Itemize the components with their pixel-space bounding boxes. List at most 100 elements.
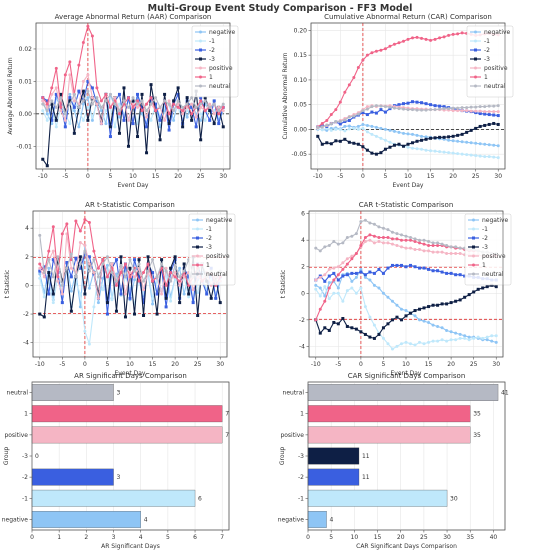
data-point <box>199 112 203 116</box>
data-point <box>38 233 42 237</box>
data-point <box>203 99 207 103</box>
legend-marker <box>196 272 199 276</box>
data-point <box>59 96 63 100</box>
legend-box <box>464 213 512 286</box>
data-point <box>69 252 73 256</box>
data-point <box>122 118 126 122</box>
legend-marker <box>196 245 199 249</box>
data-point <box>424 148 428 152</box>
data-point <box>431 303 435 307</box>
data-point <box>395 263 399 267</box>
data-point <box>208 118 212 122</box>
data-point <box>483 155 487 159</box>
data-point <box>187 275 191 279</box>
data-point <box>87 255 91 259</box>
data-point <box>370 105 374 109</box>
data-point <box>145 109 149 113</box>
data-point <box>420 101 424 105</box>
data-point <box>155 292 159 296</box>
data-point <box>117 109 121 113</box>
x-tick-label: 0 <box>30 534 34 541</box>
data-point <box>320 121 324 125</box>
data-point <box>101 276 105 280</box>
data-point <box>451 134 455 138</box>
data-point <box>413 237 417 241</box>
data-point <box>420 147 424 151</box>
legend-box <box>188 213 236 286</box>
data-point <box>474 109 478 113</box>
data-point <box>334 108 338 112</box>
data-point <box>117 112 121 116</box>
bar--2 <box>307 468 360 486</box>
panel-art: AR t-Statistic Comparison-10 -5 0 5 10 15 20 25… <box>4 201 236 377</box>
data-point <box>447 138 451 142</box>
bar-value-label: 4 <box>330 516 334 523</box>
data-point <box>492 110 496 114</box>
data-point <box>123 292 127 296</box>
data-point <box>427 320 431 324</box>
data-point <box>361 111 365 115</box>
data-point <box>350 279 354 283</box>
data-point <box>377 236 381 240</box>
data-point <box>359 286 363 290</box>
data-point <box>42 271 46 275</box>
data-point <box>110 262 114 266</box>
data-point <box>341 274 345 278</box>
data-point <box>95 86 99 90</box>
x-tick-label: 10 <box>129 173 137 180</box>
data-point <box>68 102 72 106</box>
data-point <box>221 109 225 113</box>
data-point <box>113 125 117 129</box>
data-point <box>474 154 478 158</box>
data-point <box>431 250 435 254</box>
data-point <box>83 218 87 222</box>
data-point <box>392 129 396 133</box>
data-point <box>460 109 464 113</box>
data-point <box>420 134 424 138</box>
data-point <box>436 244 440 248</box>
data-point <box>352 126 356 130</box>
data-point <box>217 105 221 109</box>
data-point <box>182 269 186 273</box>
y-tick-label: neutral <box>283 390 305 397</box>
data-point <box>336 242 340 246</box>
data-point <box>386 241 390 245</box>
data-point <box>418 340 422 344</box>
data-point <box>431 339 435 343</box>
x-tick-label: 5 <box>329 534 333 541</box>
y-tick-label: 0.15 <box>294 52 308 59</box>
data-point <box>194 105 198 109</box>
data-point <box>90 86 94 90</box>
data-point <box>454 273 458 277</box>
data-point <box>327 328 331 332</box>
data-point <box>454 331 458 335</box>
data-point <box>54 125 58 129</box>
data-point <box>163 99 167 103</box>
data-point <box>42 315 46 319</box>
data-point <box>365 53 369 57</box>
data-point <box>478 142 482 146</box>
data-point <box>203 96 207 100</box>
data-point <box>131 99 135 103</box>
data-point <box>370 124 374 128</box>
data-point <box>169 299 173 303</box>
data-point <box>481 286 485 290</box>
data-point <box>320 142 324 146</box>
series--3 <box>314 283 498 340</box>
data-point <box>460 31 464 35</box>
legend-marker <box>474 30 477 34</box>
data-point <box>350 234 354 238</box>
data-point <box>172 99 176 103</box>
legend-label: -1 <box>209 38 215 45</box>
data-point <box>196 291 200 295</box>
legend-marker <box>472 263 475 267</box>
data-point <box>370 110 374 114</box>
data-point <box>47 266 51 270</box>
data-point <box>354 275 358 279</box>
data-point <box>427 244 431 248</box>
data-point <box>334 127 338 131</box>
data-point <box>45 109 49 113</box>
data-point <box>440 250 444 254</box>
data-point <box>151 271 155 275</box>
